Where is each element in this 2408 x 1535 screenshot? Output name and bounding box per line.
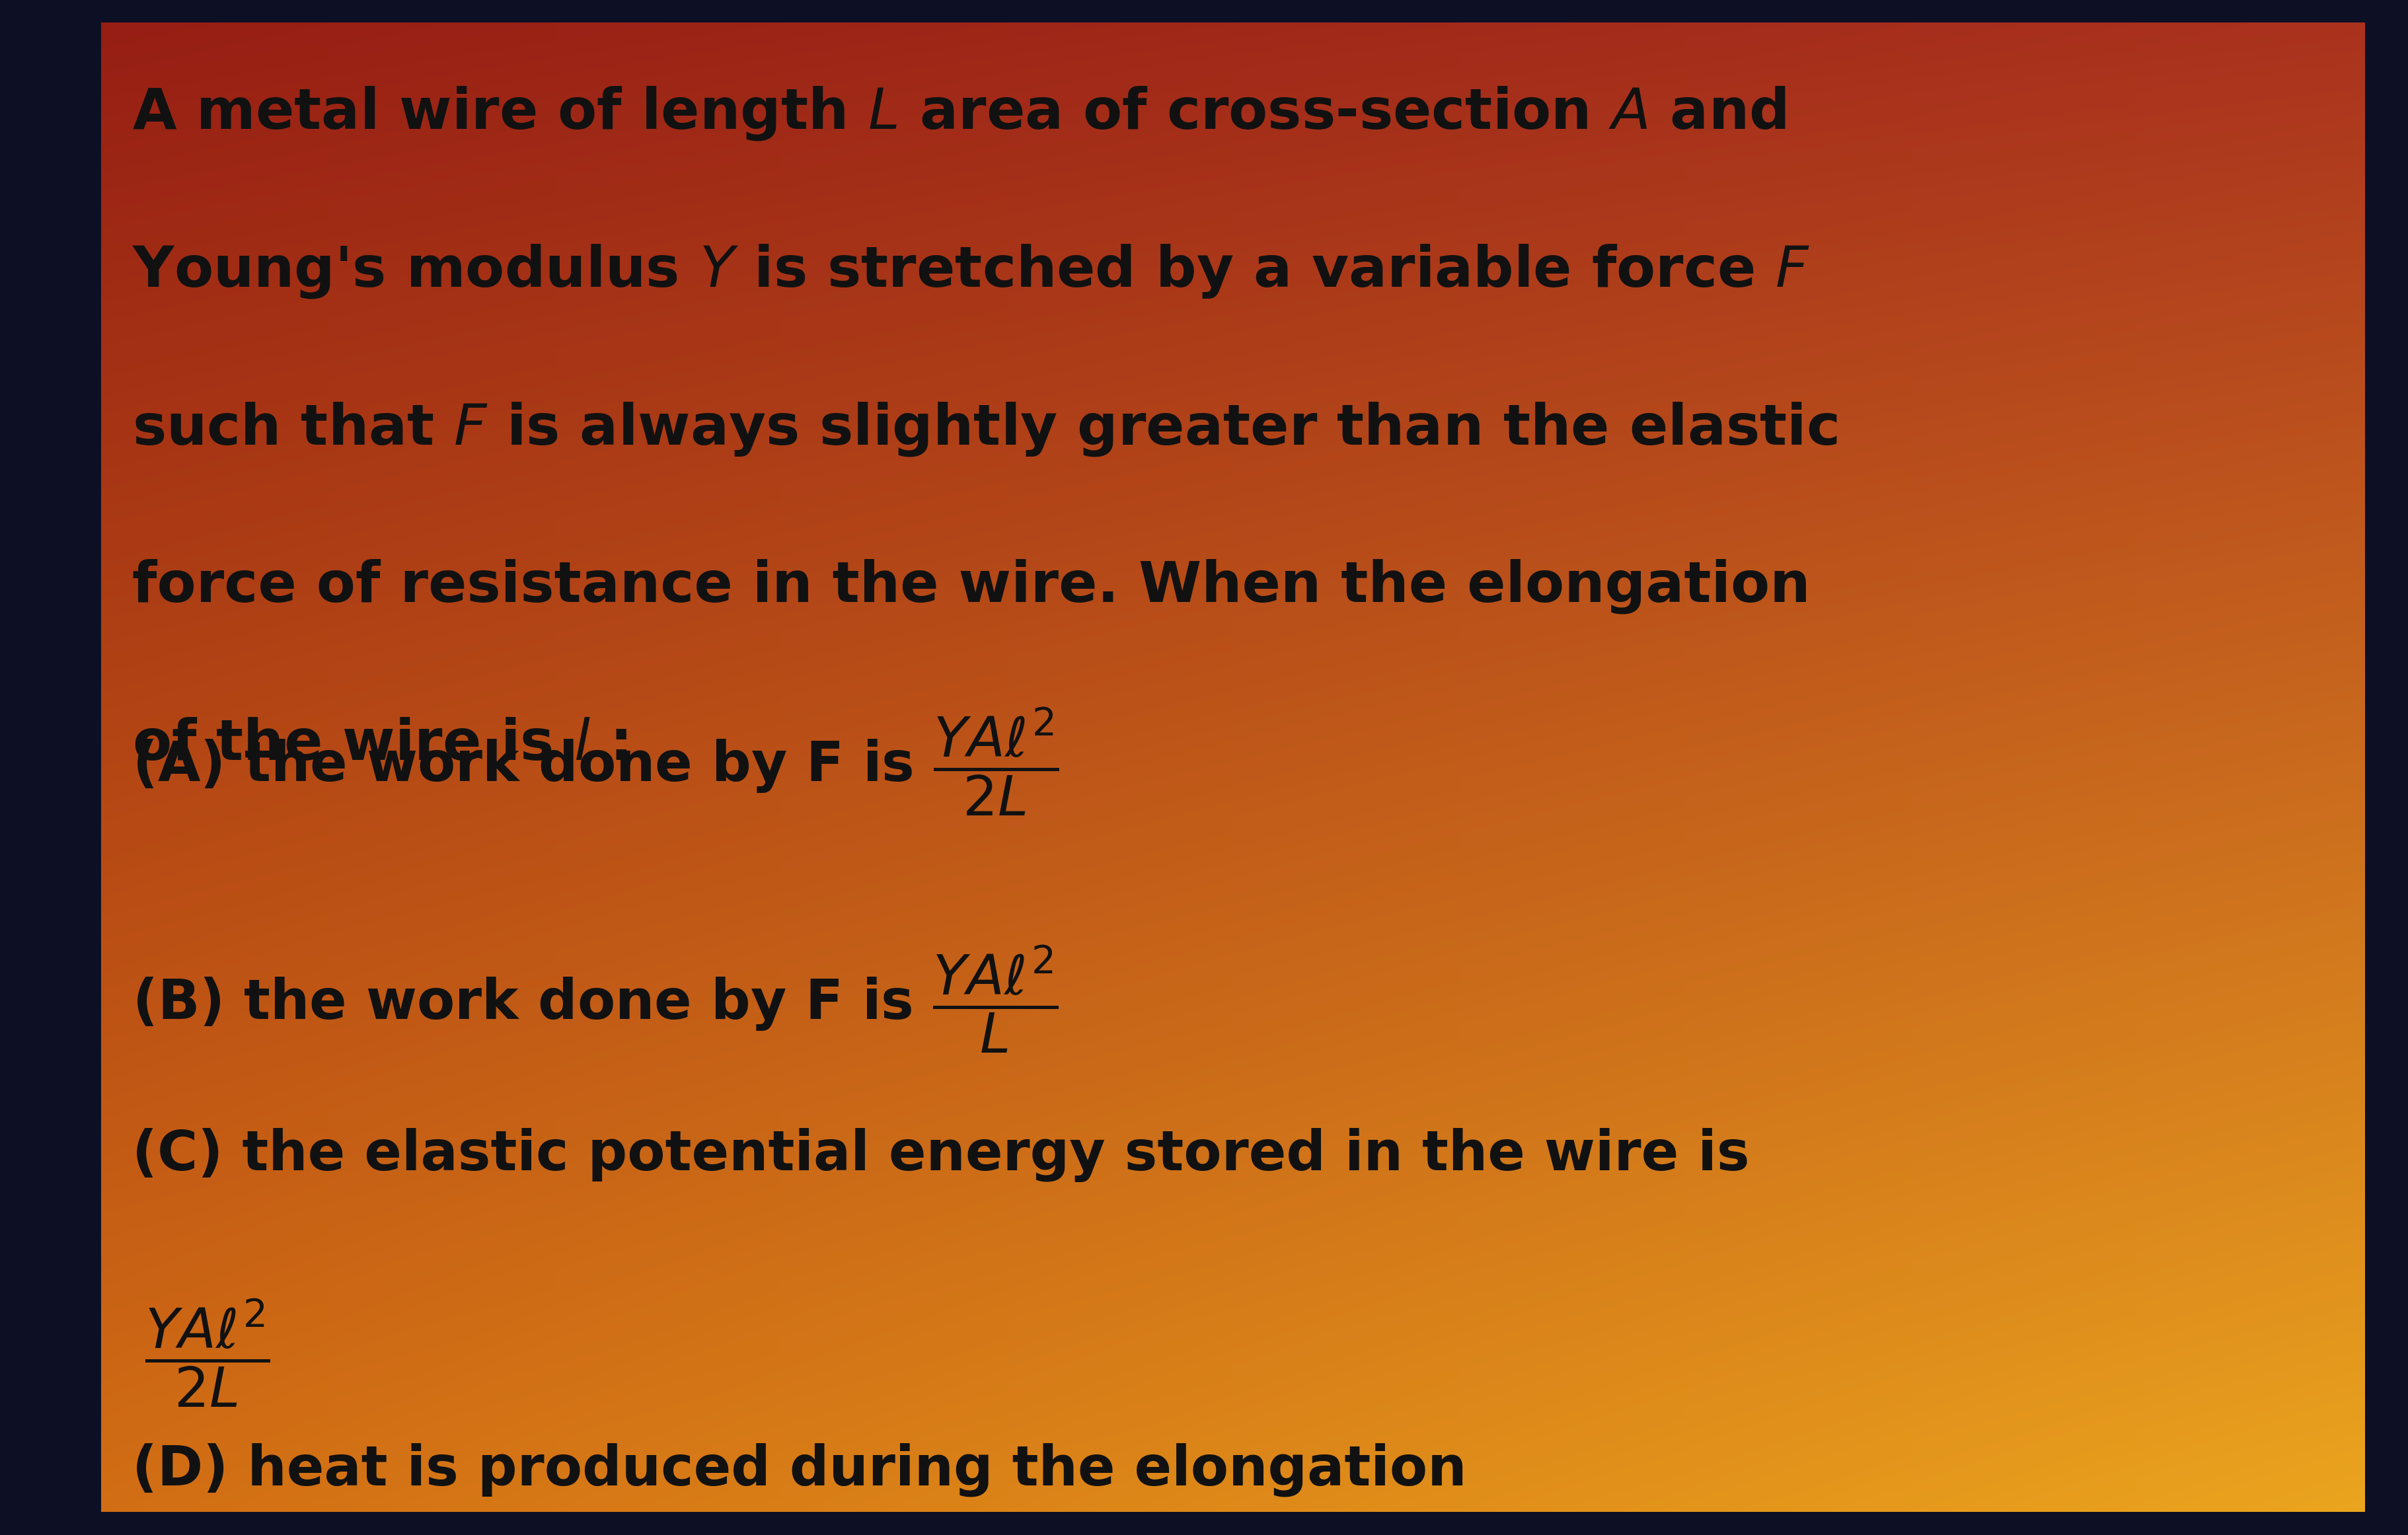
- Text: (C) the elastic potential energy stored in the wire is: (C) the elastic potential energy stored …: [132, 1128, 1751, 1182]
- Text: force of resistance in the wire. When the elongation: force of resistance in the wire. When th…: [132, 559, 1811, 614]
- Text: (D) heat is produced during the elongation: (D) heat is produced during the elongati…: [132, 1443, 1466, 1497]
- Text: A metal wire of length $\mathit{L}$ area of cross-section $\mathit{A}$ and: A metal wire of length $\mathit{L}$ area…: [132, 84, 1787, 141]
- Text: Young's modulus $\mathit{Y}$ is stretched by a variable force $\mathit{F}$: Young's modulus $\mathit{Y}$ is stretche…: [132, 243, 1811, 299]
- Text: of the wire is $\mathit{l}$ :: of the wire is $\mathit{l}$ :: [132, 717, 628, 772]
- Text: (A) the work done by F is $\dfrac{YA\ell^2}{2L}$: (A) the work done by F is $\dfrac{YA\ell…: [132, 706, 1060, 818]
- Text: $\dfrac{YA\ell^2}{2L}$: $\dfrac{YA\ell^2}{2L}$: [144, 1297, 270, 1409]
- Text: such that $\mathit{F}$ is always slightly greater than the elastic: such that $\mathit{F}$ is always slightl…: [132, 401, 1837, 457]
- Text: (B) the work done by F is $\dfrac{YA\ell^2}{L}$: (B) the work done by F is $\dfrac{YA\ell…: [132, 944, 1060, 1055]
